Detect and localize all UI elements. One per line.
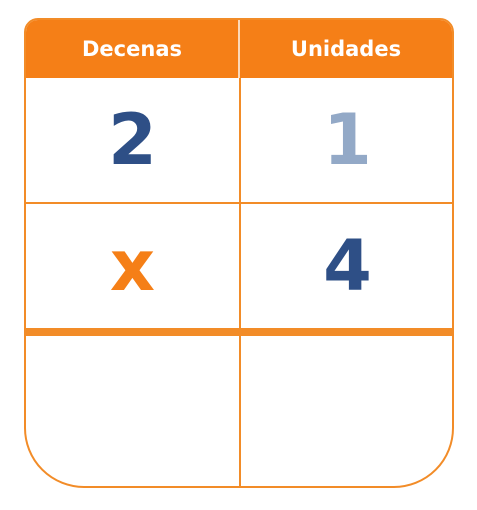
- column-divider: [239, 78, 241, 486]
- row2-units-digit: 4: [323, 225, 372, 307]
- multiply-operator: x: [109, 225, 156, 307]
- header-divider: [238, 20, 240, 78]
- header-tens: Decenas: [82, 37, 182, 61]
- result-line: [26, 328, 452, 336]
- row1-units-digit: 1: [323, 99, 372, 181]
- result-tens-cell[interactable]: [26, 336, 239, 486]
- header-units: Unidades: [290, 37, 402, 61]
- place-value-multiplication-board: Decenas Unidades 2 1 x 4: [24, 18, 454, 488]
- column-header-bar: Decenas Unidades: [26, 20, 452, 78]
- row1-tens-digit: 2: [108, 99, 157, 181]
- result-units-cell[interactable]: [241, 336, 452, 486]
- row-divider: [26, 202, 452, 204]
